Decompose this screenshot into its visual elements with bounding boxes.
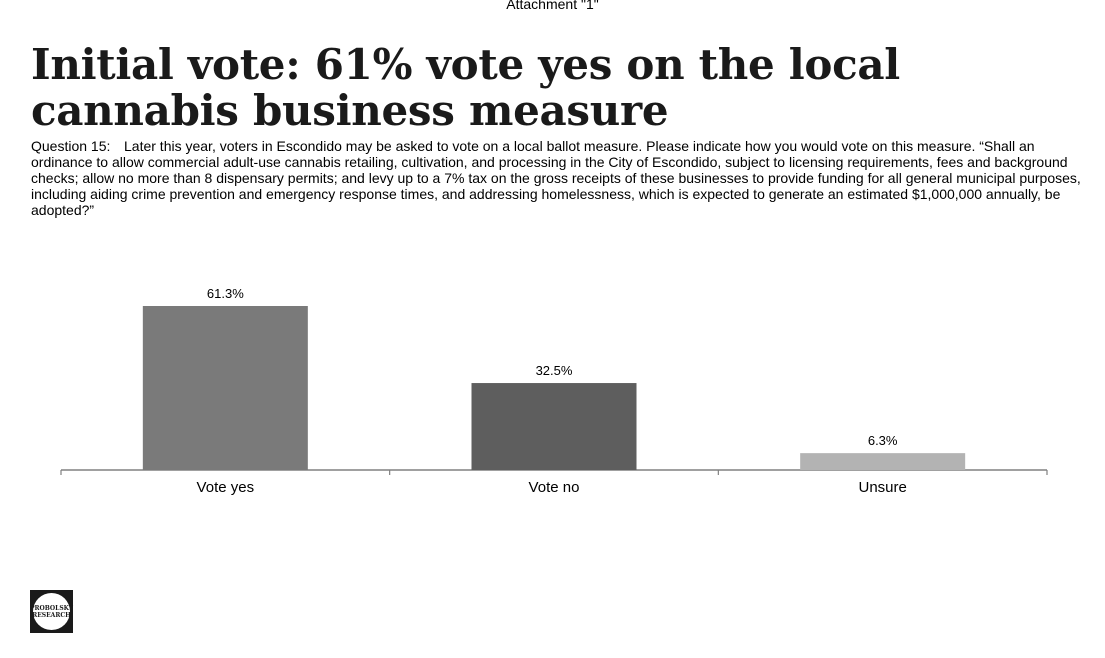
slide-title: Initial vote: 61% vote yes on the local … <box>31 40 900 135</box>
category-label: Vote yes <box>197 479 255 496</box>
data-label: 6.3% <box>868 433 898 448</box>
category-label: Vote no <box>529 479 580 496</box>
attachment-label: Attachment "1" <box>506 0 599 12</box>
data-label: 61.3% <box>207 286 244 301</box>
bar-unsure <box>800 453 966 470</box>
data-label: 32.5% <box>536 363 573 378</box>
question-body: Later this year, voters in Escondido may… <box>31 138 1081 218</box>
category-label: Unsure <box>858 479 906 496</box>
bar-vote-yes <box>142 306 308 470</box>
question-text-block: Question 15: Later this year, voters in E… <box>31 138 1083 218</box>
bar-vote-no <box>471 383 637 470</box>
question-label: Question 15: <box>31 138 111 154</box>
probolsky-research-logo: PROBOLSKY RESEARCH <box>30 590 73 633</box>
